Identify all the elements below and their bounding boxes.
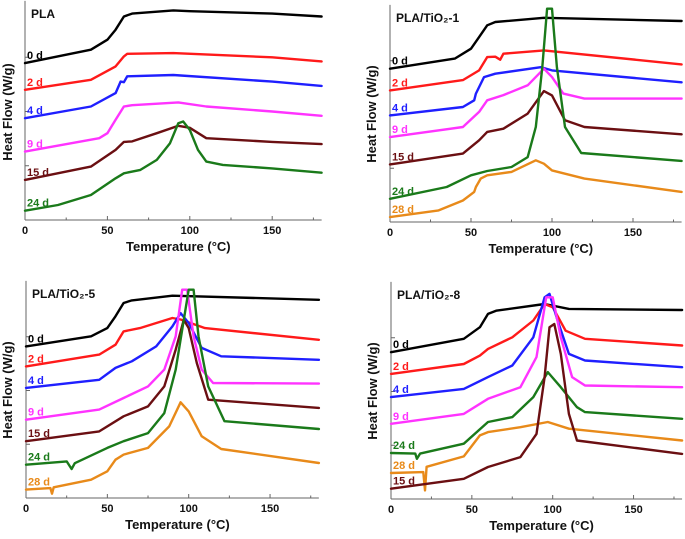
panel-1: 0 50 100 150 Temperature (°C) Heat Flow (W/g)… xyxy=(0,0,323,254)
series-label: 9 d xyxy=(393,411,409,423)
x-tick-label: 0 xyxy=(387,227,393,239)
x-tick-label: 50 xyxy=(101,503,113,515)
series-line-15-d xyxy=(388,89,683,166)
x-tick-label: 100 xyxy=(544,504,562,516)
series-label: 15 d xyxy=(393,476,415,488)
series-line-28-d xyxy=(388,159,683,219)
series-label: 0 d xyxy=(27,50,43,62)
series-label: 28 d xyxy=(392,204,414,216)
x-tick-label: 100 xyxy=(181,225,199,237)
series-line-4-d xyxy=(24,311,321,390)
series-line-4-d xyxy=(389,292,684,399)
panel-title: PLA/TiO₂-1 xyxy=(396,11,459,25)
series-label: 15 d xyxy=(28,428,50,440)
series-label: 4 d xyxy=(28,375,44,387)
series-label: 9 d xyxy=(392,124,408,136)
x-tick-label: 0 xyxy=(388,504,394,516)
x-tick-label: 50 xyxy=(465,227,477,239)
series-label: 15 d xyxy=(27,167,49,179)
series-line-0-d xyxy=(388,16,683,70)
series-line-9-d xyxy=(24,288,321,421)
series-line-15-d xyxy=(389,322,684,490)
series-label: 2 d xyxy=(393,361,409,373)
y-axis-title: Heat Flow (W/g) xyxy=(0,341,15,439)
x-tick-label: 100 xyxy=(543,227,561,239)
panel-title: PLA/TiO₂-8 xyxy=(397,288,460,302)
y-axis-title: Heat Flow (W/g) xyxy=(364,65,379,163)
panel-title: PLA/TiO₂-5 xyxy=(32,287,95,301)
series-label: 24 d xyxy=(393,440,415,452)
x-tick-label: 0 xyxy=(22,225,28,237)
series-label: 0 d xyxy=(392,56,408,68)
series-label: 2 d xyxy=(27,77,43,89)
series-line-24-d xyxy=(389,370,684,460)
series-label: 9 d xyxy=(28,407,44,419)
series-label: 0 d xyxy=(28,333,44,345)
x-tick-label: 150 xyxy=(261,503,279,515)
x-tick-label: 150 xyxy=(624,504,642,516)
series-line-9-d xyxy=(23,101,323,153)
x-axis-title: Temperature (°C) xyxy=(126,239,231,254)
panel-4: 0 50 100 150 Temperature (°C) Heat Flow (W/g)… xyxy=(365,281,684,533)
series-label: 28 d xyxy=(28,477,50,489)
series-label: 24 d xyxy=(27,198,49,210)
panel-2: 0 50 100 150 Temperature (°C) Heat Flow (W/g)… xyxy=(364,4,683,256)
series-line-24-d xyxy=(24,288,321,471)
series-label: 9 d xyxy=(27,139,43,151)
series-label: 28 d xyxy=(393,460,415,472)
series-label: 15 d xyxy=(392,151,414,163)
x-axis-title: Temperature (°C) xyxy=(488,241,593,256)
series-line-24-d xyxy=(388,7,683,201)
x-axis-title: Temperature (°C) xyxy=(489,518,594,533)
x-tick-label: 150 xyxy=(263,225,281,237)
series-line-0-d xyxy=(23,9,323,65)
x-tick-label: 150 xyxy=(624,227,642,239)
series-line-15-d xyxy=(23,124,323,182)
y-axis-title: Heat Flow (W/g) xyxy=(365,342,380,440)
series-line-2-d xyxy=(23,51,323,92)
series-label: 24 d xyxy=(28,452,50,464)
series-label: 4 d xyxy=(27,105,43,117)
panel-title: PLA xyxy=(31,7,55,21)
panel-3: 0 50 100 150 Temperature (°C) Heat Flow (W/g)… xyxy=(0,280,321,532)
series-line-9-d xyxy=(389,296,684,425)
series-line-0-d xyxy=(389,302,684,354)
x-tick-label: 50 xyxy=(466,504,478,516)
series-line-15-d xyxy=(24,318,321,443)
series-line-0-d xyxy=(24,294,321,348)
x-tick-label: 0 xyxy=(23,503,29,515)
y-axis-title: Heat Flow (W/g) xyxy=(0,63,15,161)
series-line-24-d xyxy=(23,120,323,212)
series-label: 4 d xyxy=(392,102,408,114)
series-label: 24 d xyxy=(392,186,414,198)
x-tick-label: 50 xyxy=(101,225,113,237)
series-line-9-d xyxy=(388,67,683,139)
series-label: 2 d xyxy=(392,77,408,89)
series-label: 2 d xyxy=(28,353,44,365)
series-line-4-d xyxy=(388,65,683,117)
series-line-2-d xyxy=(389,302,684,376)
series-label: 4 d xyxy=(393,384,409,396)
x-tick-label: 100 xyxy=(180,503,198,515)
x-axis-title: Temperature (°C) xyxy=(125,517,230,532)
series-line-4-d xyxy=(23,73,323,120)
series-line-28-d xyxy=(24,401,321,495)
series-label: 0 d xyxy=(393,339,409,351)
series-line-2-d xyxy=(388,49,683,92)
